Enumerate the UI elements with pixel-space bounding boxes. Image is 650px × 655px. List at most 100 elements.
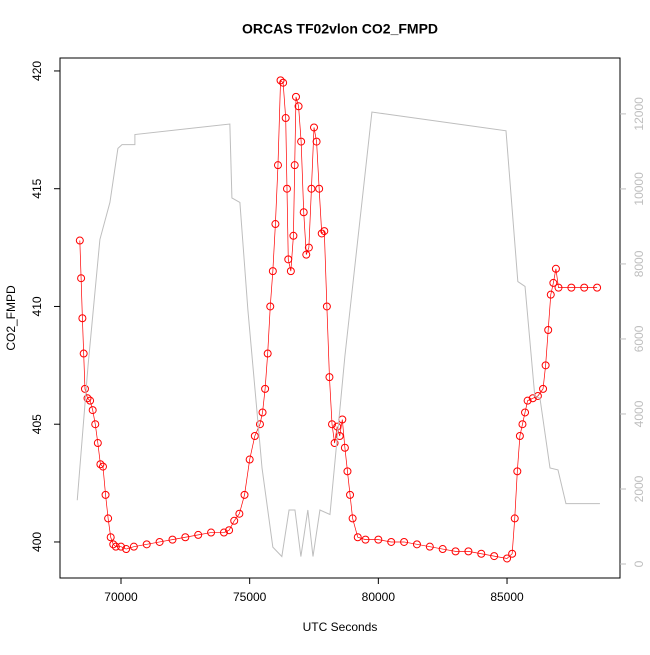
x-tick-label: 80000 <box>362 590 396 604</box>
x-tick-label: 85000 <box>490 590 524 604</box>
data-point <box>515 431 524 440</box>
data-point <box>284 255 293 264</box>
data-point <box>510 514 519 523</box>
data-point <box>79 349 88 358</box>
data-point <box>219 528 228 537</box>
data-point <box>400 537 409 546</box>
data-point <box>322 302 331 311</box>
data-point <box>539 384 548 393</box>
data-point <box>91 420 100 429</box>
data-point <box>320 227 329 236</box>
data-point <box>310 123 319 132</box>
data-point <box>83 394 92 403</box>
data-point <box>593 283 602 292</box>
data-point <box>281 114 290 123</box>
data-point <box>518 420 527 429</box>
data-point <box>302 250 311 259</box>
data-point <box>333 422 342 431</box>
data-point <box>294 102 303 111</box>
data-point <box>567 283 576 292</box>
data-point <box>255 420 264 429</box>
y2-tick-label: 4000 <box>632 400 646 427</box>
data-point <box>353 533 362 542</box>
data-point <box>477 549 486 558</box>
data-point <box>155 537 164 546</box>
data-point <box>580 283 589 292</box>
y2-tick-label: 12000 <box>632 97 646 131</box>
data-point <box>541 361 550 370</box>
data-point <box>271 220 280 229</box>
data-point <box>282 184 291 193</box>
data-point <box>230 516 239 525</box>
data-point <box>235 509 244 518</box>
x-tick-label: 70000 <box>104 590 138 604</box>
data-point <box>348 514 357 523</box>
data-point <box>325 373 334 382</box>
data-point <box>98 462 107 471</box>
data-point <box>546 290 555 299</box>
data-point <box>451 547 460 556</box>
plot-frame <box>59 57 621 579</box>
data-point <box>521 408 530 417</box>
data-point <box>330 439 339 448</box>
data-point <box>335 431 344 440</box>
series-line <box>79 79 598 559</box>
data-point <box>438 545 447 554</box>
data-point <box>299 208 308 217</box>
data-point <box>245 455 254 464</box>
data-point <box>207 528 216 537</box>
data-point <box>258 408 267 417</box>
y-tick-label: 415 <box>30 178 44 198</box>
x-tick-label: 75000 <box>233 590 267 604</box>
data-point <box>106 533 115 542</box>
data-point <box>101 490 110 499</box>
data-point <box>551 264 560 273</box>
data-point <box>122 545 131 554</box>
data-point <box>508 549 517 558</box>
data-point <box>291 92 300 101</box>
data-point <box>75 236 84 245</box>
data-point <box>263 349 272 358</box>
data-point <box>387 537 396 546</box>
y2-tick-label: 10000 <box>632 172 646 206</box>
data-point <box>142 540 151 549</box>
data-point <box>286 267 295 276</box>
data-point <box>374 535 383 544</box>
data-point <box>88 406 97 415</box>
data-point <box>77 274 86 283</box>
data-point <box>549 278 558 287</box>
data-point <box>528 394 537 403</box>
data-point <box>307 184 316 193</box>
data-point <box>96 460 105 469</box>
data-point <box>513 467 522 476</box>
data-point <box>80 384 89 393</box>
data-point <box>544 326 553 335</box>
data-point <box>86 396 95 405</box>
data-point <box>304 243 313 252</box>
y-axis-label: CO2_FMPD <box>4 285 18 351</box>
data-point <box>340 443 349 452</box>
series-line <box>76 111 600 558</box>
data-point <box>273 161 282 170</box>
x-axis-label: UTC Seconds <box>303 620 378 634</box>
data-point <box>78 314 87 323</box>
data-point <box>261 384 270 393</box>
data-point <box>168 535 177 544</box>
data-point <box>225 526 234 535</box>
data-point <box>464 547 473 556</box>
y2-tick-label: 8000 <box>632 250 646 277</box>
data-point <box>312 137 321 146</box>
data-point <box>490 552 499 561</box>
data-point <box>289 231 298 240</box>
chart-title: ORCAS TF02vlon CO2_FMPD <box>242 21 438 37</box>
data-point <box>250 431 259 440</box>
data-point <box>129 542 138 551</box>
data-point <box>194 530 203 539</box>
data-point <box>503 554 512 563</box>
data-point <box>317 229 326 238</box>
data-point <box>111 542 120 551</box>
data-point <box>266 302 275 311</box>
data-point <box>279 78 288 87</box>
y-tick-label: 410 <box>30 296 44 316</box>
